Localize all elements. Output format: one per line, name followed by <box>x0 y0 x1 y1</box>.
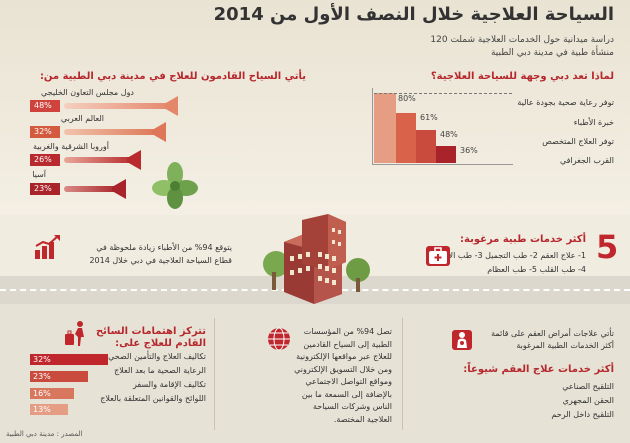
marketing-line: تصل 94% من المؤسسات <box>303 327 392 336</box>
infertility-line-1: تأتي علاجات أمراض العقم على قائمة <box>491 329 614 338</box>
plane-body <box>64 103 174 109</box>
origin-label-3: أوروبا الشرقية والغربية <box>32 142 109 151</box>
origin-value-4: 23% <box>30 183 60 195</box>
concern-label-3: تكاليف الإقامة والسفر <box>132 380 206 389</box>
why-label-2: خبرة الأطباء <box>573 118 614 127</box>
concern-label-4: اللوائح والقوانين المتعلقة بالعلاج <box>100 394 206 403</box>
origin-plane-2: 32% <box>14 122 190 142</box>
plane-icon <box>127 150 141 170</box>
page-title: السياحة العلاجية خلال النصف الأول من 201… <box>213 4 614 25</box>
infertility-line-2: أكثر الخدمات الطبية المرغوبة <box>516 341 614 350</box>
why-label-4: القرب الجغرافي <box>559 156 614 165</box>
plane-icon <box>152 122 166 142</box>
bottom-background <box>0 304 630 443</box>
concern-bar-1: 32% <box>30 354 108 365</box>
concern-bar-2: 23% <box>30 371 88 382</box>
why-value-3: 48% <box>440 130 458 139</box>
concerns-title-line-2: القادم للعلاج على: <box>115 338 206 349</box>
medical-kit-icon <box>426 246 450 266</box>
origin-label-1: دول مجلس التعاون الخليجي <box>41 88 134 97</box>
top5-row-2: 4- طب القلب 5- طب العظام <box>487 265 586 274</box>
top5-number: 5 <box>596 228 619 266</box>
why-bar-2 <box>396 113 416 163</box>
why-label-3: توفر العلاج المتخصص <box>542 137 614 146</box>
concerns-title-line-1: تتركز اهتمامات السائح <box>95 326 206 337</box>
why-title: لماذا تعد دبي وجهة للسياحة العلاجية؟ <box>430 71 614 82</box>
plane-body <box>64 129 159 135</box>
concern-label-2: الرعاية الصحية ما بعد العلاج <box>114 366 206 375</box>
column-divider <box>214 318 215 430</box>
infertility-intro: تأتي علاجات أمراض العقم على قائمة أكثر ا… <box>491 328 614 352</box>
marketing-line: بالإضافة إلى السمعة ما بين <box>301 389 392 399</box>
infertility-item-1: التلقيح الصناعي <box>562 382 614 391</box>
column-divider <box>402 318 403 430</box>
why-chart <box>372 88 513 165</box>
infertility-item-2: الحقن المجهري <box>562 396 614 405</box>
origin-plane-1: 48% <box>14 96 190 116</box>
why-leader-1 <box>374 93 512 94</box>
plane-body <box>64 186 119 192</box>
marketing-text: تصل 94% من المؤسسات الطبية إلى السياح ال… <box>294 326 392 426</box>
origin-value-3: 26% <box>30 154 60 166</box>
marketing-line: ومن خلال التسويق الإلكتروني <box>294 364 392 374</box>
source-note: المصدر : مدينة دبي الطبية <box>6 430 83 438</box>
concern-bar-4: 13% <box>30 404 68 415</box>
origins-title: يأتي السياح القادمون للعلاج في مدينة دبي… <box>39 71 306 82</box>
subtitle-line-2: منشأة طبية في مدينة دبي الطبية <box>490 48 614 58</box>
globe-icon <box>266 326 292 352</box>
why-value-2: 61% <box>420 113 438 122</box>
marketing-line: الطبية إلى السياح القادمين <box>303 339 392 349</box>
plane-body <box>64 157 134 163</box>
why-bar-3 <box>416 130 436 163</box>
mother-child-icon <box>452 330 472 350</box>
why-label-1: توفر رعاية صحية بجودة عالية <box>517 98 614 107</box>
top5-row-1: 1- علاج العقم 2- طب التجميل 3- طب الأسنا… <box>431 251 586 260</box>
concerns-title: تتركز اهتمامات السائح القادم للعلاج على: <box>96 326 206 350</box>
hospital-building <box>262 212 372 307</box>
growth-chart-icon <box>34 234 62 260</box>
concern-bar-3: 16% <box>30 388 74 399</box>
marketing-line: للعلاج عبر مواقعها الإلكترونية <box>296 352 392 361</box>
marketing-line: ومواقع التواصل الاجتماعي <box>305 377 392 386</box>
infertility-title: أكثر خدمات علاج العقم شيوعاً: <box>463 364 614 375</box>
doctors-line-1: يتوقع 94% من الأطباء زيادة ملحوظة في <box>96 243 232 252</box>
subtitle-line-1: دراسة ميدانية حول الخدمات العلاجية شملت … <box>430 35 614 45</box>
marketing-line: الناس وشركات السياحة <box>312 402 392 411</box>
plane-icon <box>164 96 178 116</box>
origin-value-2: 32% <box>30 126 60 138</box>
doctors-line-2: قطاع السياحة العلاجية في دبي خلال 2014 <box>89 256 232 265</box>
origin-plane-4: 23% <box>14 179 190 199</box>
why-bar-4 <box>436 146 456 163</box>
why-value-1: 80% <box>398 94 416 103</box>
origin-label-4: آسيا <box>32 170 46 179</box>
concern-label-1: تكاليف العلاج والتأمين الصحي <box>108 352 206 361</box>
page-subtitle: دراسة ميدانية حول الخدمات العلاجية شملت … <box>430 34 614 60</box>
marketing-line: العلاجية المختصة. <box>333 414 392 424</box>
origins-chart: دول مجلس التعاون الخليجي 48% العالم العر… <box>14 84 304 184</box>
flower-icon <box>150 160 200 210</box>
doctors-text: يتوقع 94% من الأطباء زيادة ملحوظة في قطا… <box>89 241 232 267</box>
why-bar-1 <box>374 93 396 163</box>
top5-title: أكثر خدمات طبية مرغوبة: <box>460 234 586 245</box>
why-value-4: 36% <box>460 146 478 155</box>
origin-value-1: 48% <box>30 100 60 112</box>
origin-plane-3: 26% <box>14 150 190 170</box>
traveler-luggage-icon <box>62 320 90 348</box>
origin-label-2: العالم العربي <box>60 114 104 123</box>
infertility-item-3: التلقيح داخل الرحم <box>551 410 614 419</box>
